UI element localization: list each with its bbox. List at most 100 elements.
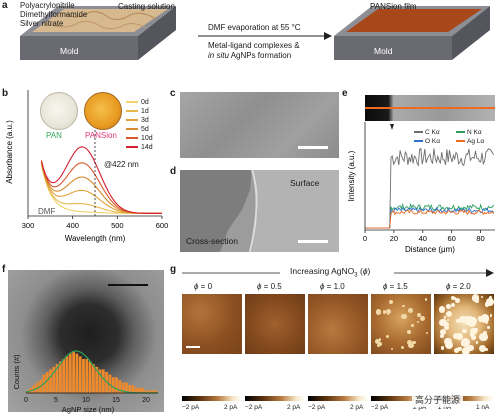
increasing-title: Increasing AgNO3 (ϕ) [290, 266, 370, 279]
colorbar-max-2: 2 pA [350, 404, 364, 411]
pansion-sample-image [84, 92, 122, 130]
histogram-bar [59, 361, 62, 393]
histogram-bar [49, 369, 52, 393]
agnp-size-histogram: 0 5 10 15 20 AgNP size (nm) Counts (#) [12, 350, 158, 414]
casting-solution [32, 9, 168, 32]
left-mold-front [20, 36, 138, 60]
legend-entry-N-Kα: N Kα [456, 128, 498, 137]
histogram-bar [85, 358, 89, 393]
colorbar-0 [182, 396, 242, 401]
colorbar-min-2: −2 pA [308, 404, 326, 411]
x-tick-label-15: 15 [112, 397, 120, 404]
x-tick-label-20: 20 [142, 397, 150, 404]
edx-line-C-Kα [365, 147, 495, 229]
histogram-bar [62, 358, 66, 393]
panel-c-label: c [170, 88, 176, 99]
colorbar-max-4: 1 nA [476, 404, 490, 411]
colorbar-min-0: −2 pA [182, 404, 200, 411]
colorbar-max-0: 2 pA [224, 404, 238, 411]
legend-entry-10d: 10d [126, 134, 153, 143]
histogram-bar [115, 377, 118, 394]
histogram-bar [138, 387, 141, 394]
absorbance-series-group [40, 146, 162, 214]
afm-current-map-1 [245, 294, 305, 354]
edx-line-scan-image [365, 95, 495, 121]
pansion-film [346, 9, 482, 32]
colorbar-2 [308, 396, 368, 401]
scale-bar-g [186, 346, 200, 348]
y-axis-title: Counts (#) [12, 354, 21, 390]
histogram-bar [118, 379, 122, 393]
histogram-bar [151, 390, 155, 393]
colorbar-4 [434, 396, 494, 401]
legend-entry-0d: 0d [126, 98, 153, 107]
panel-a-schematic [20, 6, 490, 60]
x-tick-group: 0 5 10 15 20 [24, 397, 150, 404]
x-tick-group: 300 400 500 600 [22, 216, 168, 230]
histogram-bar [55, 364, 59, 393]
scan-line [365, 107, 495, 109]
colorbar-max-3: 2 pA [413, 404, 427, 411]
histogram-bar [108, 374, 112, 393]
legend-entry-Ag-Lα: Ag Lα [456, 137, 498, 146]
left-mold-label: Mold [60, 46, 79, 56]
title-sub: 3 [354, 272, 358, 279]
histogram-bar [45, 372, 49, 393]
pan-sample-image [40, 92, 78, 130]
histogram-bar [68, 353, 72, 393]
x-tick-label-0: 0 [363, 234, 367, 243]
ingredient-2: Dimethylformamide [20, 10, 88, 19]
colorbar-min-4: −1 nA [434, 404, 452, 411]
x-tick-label-5: 5 [54, 397, 58, 404]
x-tick-label-300: 300 [22, 221, 35, 230]
ingredient-list: Polyacrylonitrile Dimethylformamide Silv… [20, 1, 87, 28]
absorbance-line-1d [40, 163, 162, 214]
peak-label: @422 nm [104, 160, 139, 169]
phi-label-2: ϕ = 1.0 [320, 282, 345, 291]
watermark: 高分子能源 [412, 392, 464, 407]
agnps-formation-text: AgNPs formation [228, 51, 292, 60]
afm-current-map-3 [371, 294, 431, 354]
arrow-bottom-text-1: Metal-ligand complexes & [208, 41, 300, 50]
legend-entry-14d: 14d [126, 143, 153, 152]
scale-bar-c [298, 146, 328, 149]
absorbance-legend: 0d 1d 3d 5d 10d 14d [126, 98, 153, 152]
absorbance-line-14d [40, 146, 162, 214]
x-tick-label-10: 10 [82, 397, 90, 404]
right-mold-label: Mold [374, 46, 393, 56]
ingredient-3: Silver nitrate [20, 19, 64, 28]
edx-line-Ag-Lα [365, 209, 495, 229]
histogram-bar [78, 356, 82, 394]
x-tick-label-20: 20 [390, 234, 398, 243]
edx-series-group [365, 147, 495, 229]
dmf-label: DMF [38, 207, 56, 216]
increasing-arrow [182, 269, 494, 277]
sem-cross-section-image [180, 170, 339, 252]
histogram-bar [52, 366, 56, 394]
panel-b-label: b [2, 88, 9, 99]
legend-entry-3d: 3d [126, 116, 153, 125]
edx-legend: C Kα N Kα O Kα Ag Lα [414, 128, 498, 146]
x-tick-label-60: 60 [447, 234, 455, 243]
phi-label-1: ϕ = 0.5 [257, 282, 282, 291]
casting-label: Casting solution [118, 2, 175, 11]
surface-label: Surface [290, 178, 320, 188]
title-close: ) [367, 266, 371, 276]
histogram-bar [82, 358, 85, 393]
histogram-bar [65, 356, 69, 394]
histogram-bar [128, 385, 132, 393]
panel-f-label: f [2, 264, 6, 275]
title-text: Increasing AgNO [290, 266, 355, 276]
legend-entry-O-Kα: O Kα [414, 137, 456, 146]
title-end: ( [357, 266, 363, 276]
histogram-bar [121, 382, 125, 393]
colorbar-min-1: −2 pA [245, 404, 263, 411]
histogram-bar [75, 353, 79, 393]
afm-current-map-2 [308, 294, 368, 354]
phi-label-4: ϕ = 2.0 [446, 282, 471, 291]
right-mold-front [334, 36, 452, 60]
x-tick-label-0: 0 [24, 397, 28, 404]
edx-line-O-Kα [365, 206, 495, 229]
histogram-bar [95, 366, 99, 394]
histogram-bar [148, 390, 151, 393]
